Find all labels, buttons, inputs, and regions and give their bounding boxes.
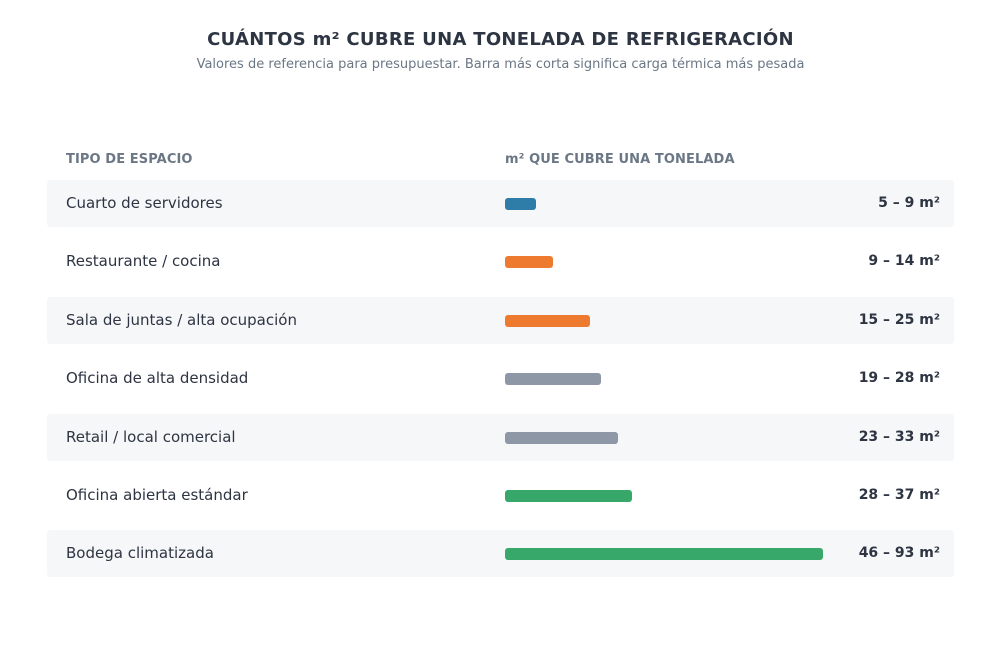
coverage-bar	[505, 315, 590, 327]
coverage-bar	[505, 198, 536, 210]
range-value-label: 46 – 93 m²	[858, 545, 940, 561]
category-label: Oficina de alta densidad	[66, 369, 249, 387]
table-row: Cuarto de servidores 5 – 9 m²	[47, 180, 954, 227]
category-label: Retail / local comercial	[66, 428, 236, 446]
chart-title: CUÁNTOS m² CUBRE UNA TONELADA DE REFRIGE…	[207, 29, 794, 50]
column-header-coverage: m² QUE CUBRE UNA TONELADA	[505, 152, 735, 167]
category-label: Sala de juntas / alta ocupación	[66, 311, 297, 329]
category-label: Oficina abierta estándar	[66, 486, 248, 504]
table-row: Retail / local comercial 23 – 33 m²	[47, 414, 954, 461]
table-row: Oficina de alta densidad 19 – 28 m²	[47, 355, 954, 402]
table-row: Restaurante / cocina 9 – 14 m²	[47, 238, 954, 285]
range-value-label: 5 – 9 m²	[878, 195, 940, 211]
coverage-bar	[505, 256, 553, 268]
coverage-bar	[505, 373, 601, 385]
range-value-label: 23 – 33 m²	[858, 429, 940, 445]
coverage-bar	[505, 490, 632, 502]
category-label: Bodega climatizada	[66, 544, 214, 562]
coverage-bar	[505, 548, 823, 560]
table-row: Bodega climatizada 46 – 93 m²	[47, 530, 954, 577]
column-header-space-type: TIPO DE ESPACIO	[66, 152, 193, 167]
range-value-label: 19 – 28 m²	[858, 370, 940, 386]
range-value-label: 15 – 25 m²	[858, 312, 940, 328]
coverage-bar	[505, 432, 618, 444]
table-row: Sala de juntas / alta ocupación 15 – 25 m…	[47, 297, 954, 344]
range-value-label: 28 – 37 m²	[858, 487, 940, 503]
table-row: Oficina abierta estándar 28 – 37 m²	[47, 472, 954, 519]
category-label: Cuarto de servidores	[66, 194, 223, 212]
range-value-label: 9 – 14 m²	[868, 253, 940, 269]
chart-subtitle: Valores de referencia para presupuestar.…	[196, 57, 805, 72]
category-label: Restaurante / cocina	[66, 252, 221, 270]
